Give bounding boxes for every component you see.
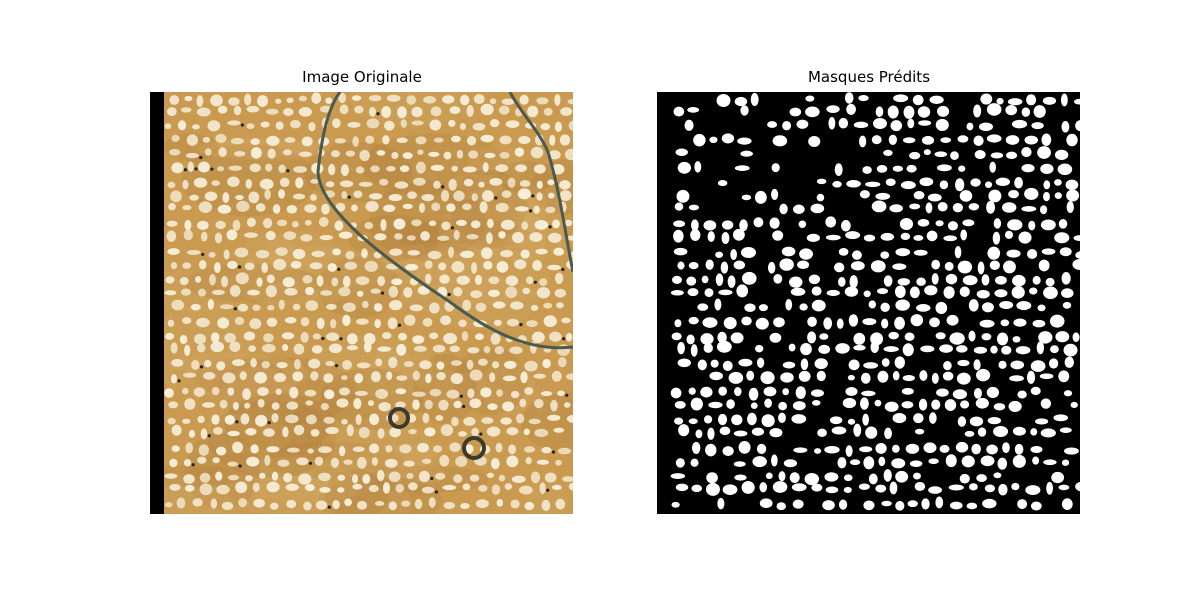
original-microscopy-image — [150, 92, 573, 514]
predicted-masks-panel — [657, 92, 1080, 514]
predicted-mask-image — [657, 92, 1080, 514]
original-image-panel — [150, 92, 573, 514]
predicted-masks-title: Masques Prédits — [807, 68, 931, 86]
original-image-title: Image Originale — [302, 68, 422, 86]
